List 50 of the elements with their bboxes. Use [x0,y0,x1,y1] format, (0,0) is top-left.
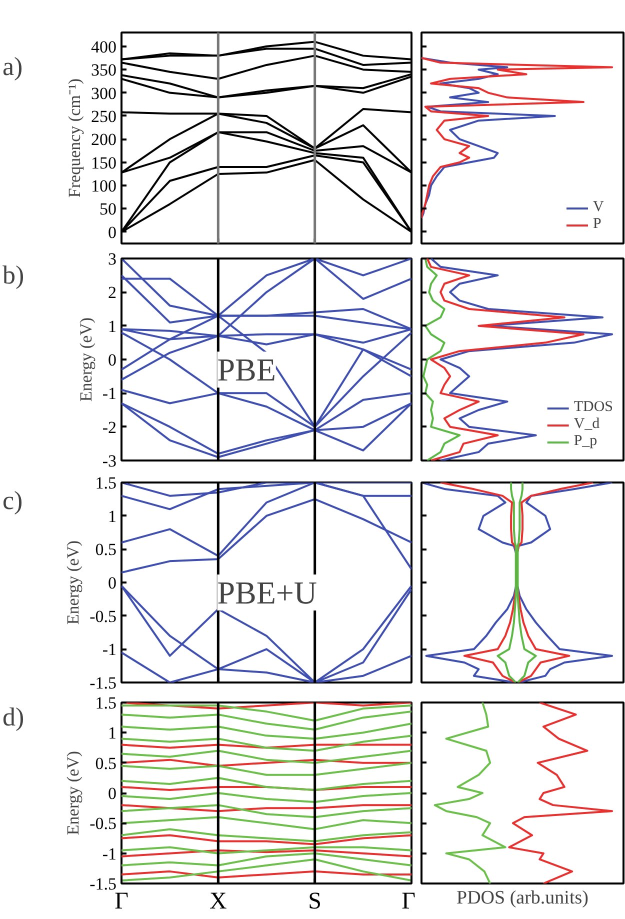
y-tick-label: 250 [91,106,116,126]
y-tick-label: 0.5 [95,754,116,773]
y-tick-label: 1.5 [95,694,116,712]
x-tick-label: Γ [402,888,416,914]
y-tick-label: -0.5 [90,814,117,834]
legend-label: TDOS [574,399,613,416]
text: a) [2,52,23,82]
y-axis-title: Energy (eV) [76,317,96,402]
y-tick-label: 0 [108,222,116,242]
y-tick-label: 1 [108,724,116,743]
chart-title: c) [2,486,23,516]
y-tick-label: -1 [102,640,117,660]
y-tick-label: -1.5 [90,874,117,894]
y-tick-label: 0 [108,574,116,592]
y-tick-label: 3 [108,250,116,268]
y-tick-label: 350 [91,60,116,80]
x-axis-title: PDOS (arb.units) [456,888,588,908]
y-tick-label: 2 [108,283,116,302]
y-tick-label: 150 [91,153,116,172]
y-tick-label: 200 [91,130,116,150]
y-tick-label: -1 [102,384,117,404]
y-axis-title: Energy (eV) [64,750,83,836]
y-tick-label: -1 [102,844,117,864]
y-tick-label: 300 [91,84,116,103]
y-tick-label: -3 [102,452,117,470]
y-tick-label: 50 [100,200,116,219]
y-tick-label: -0.5 [90,606,117,626]
legend-label: P [593,216,602,233]
chart-title: b) [2,260,24,290]
x-tick-label: Γ [114,888,129,914]
legend-label: P_p [574,433,598,450]
y-tick-label: -1.5 [90,674,117,692]
y-tick-label: 400 [91,37,116,56]
x-tick-label: S [308,888,322,914]
legend-label: V_d [574,416,600,433]
x-tick-label: X [210,888,227,914]
annotation: PBE+U [217,574,318,610]
y-tick-label: 1.5 [95,474,116,492]
y-tick-label: 100 [91,176,116,196]
y-tick-label: 0.5 [95,540,116,560]
legend-label: V [593,199,605,216]
y-axis-title: Energy (eV) [64,540,83,625]
y-tick-label: 1 [108,506,116,526]
chart-title: d) [2,702,24,732]
y-axis-title: Frequency (cm⁻¹) [65,78,84,198]
y-tick-label: -2 [102,418,117,437]
y-tick-label: 1 [108,316,116,336]
annotation: PBE [217,352,276,388]
y-tick-label: 0 [108,784,116,803]
y-tick-label: 0 [108,350,116,370]
